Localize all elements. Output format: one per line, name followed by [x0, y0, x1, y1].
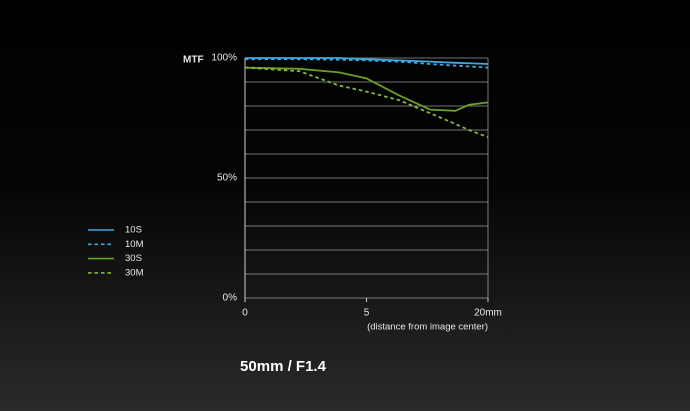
legend-label: 10S: [125, 225, 142, 236]
x-axis-label: (distance from image center): [367, 322, 488, 333]
chart-title: 50mm / F1.4: [240, 358, 327, 375]
series-line: [245, 58, 489, 69]
y-axis-label: MTF: [183, 55, 204, 66]
series-line: [245, 57, 489, 65]
y-tick-label: 50%: [217, 173, 237, 184]
legend-label: 30M: [125, 267, 144, 278]
legend-label: 10M: [125, 239, 144, 250]
series-line: [244, 66, 489, 112]
y-tick-label: 0%: [223, 293, 238, 304]
x-tick-label: 0: [242, 308, 248, 319]
x-tick-label: 5: [364, 308, 370, 319]
x-tick-label: 20mm: [474, 308, 502, 319]
series-line: [244, 66, 489, 139]
legend-label: 30S: [125, 253, 142, 264]
y-tick-label: 100%: [211, 53, 237, 64]
